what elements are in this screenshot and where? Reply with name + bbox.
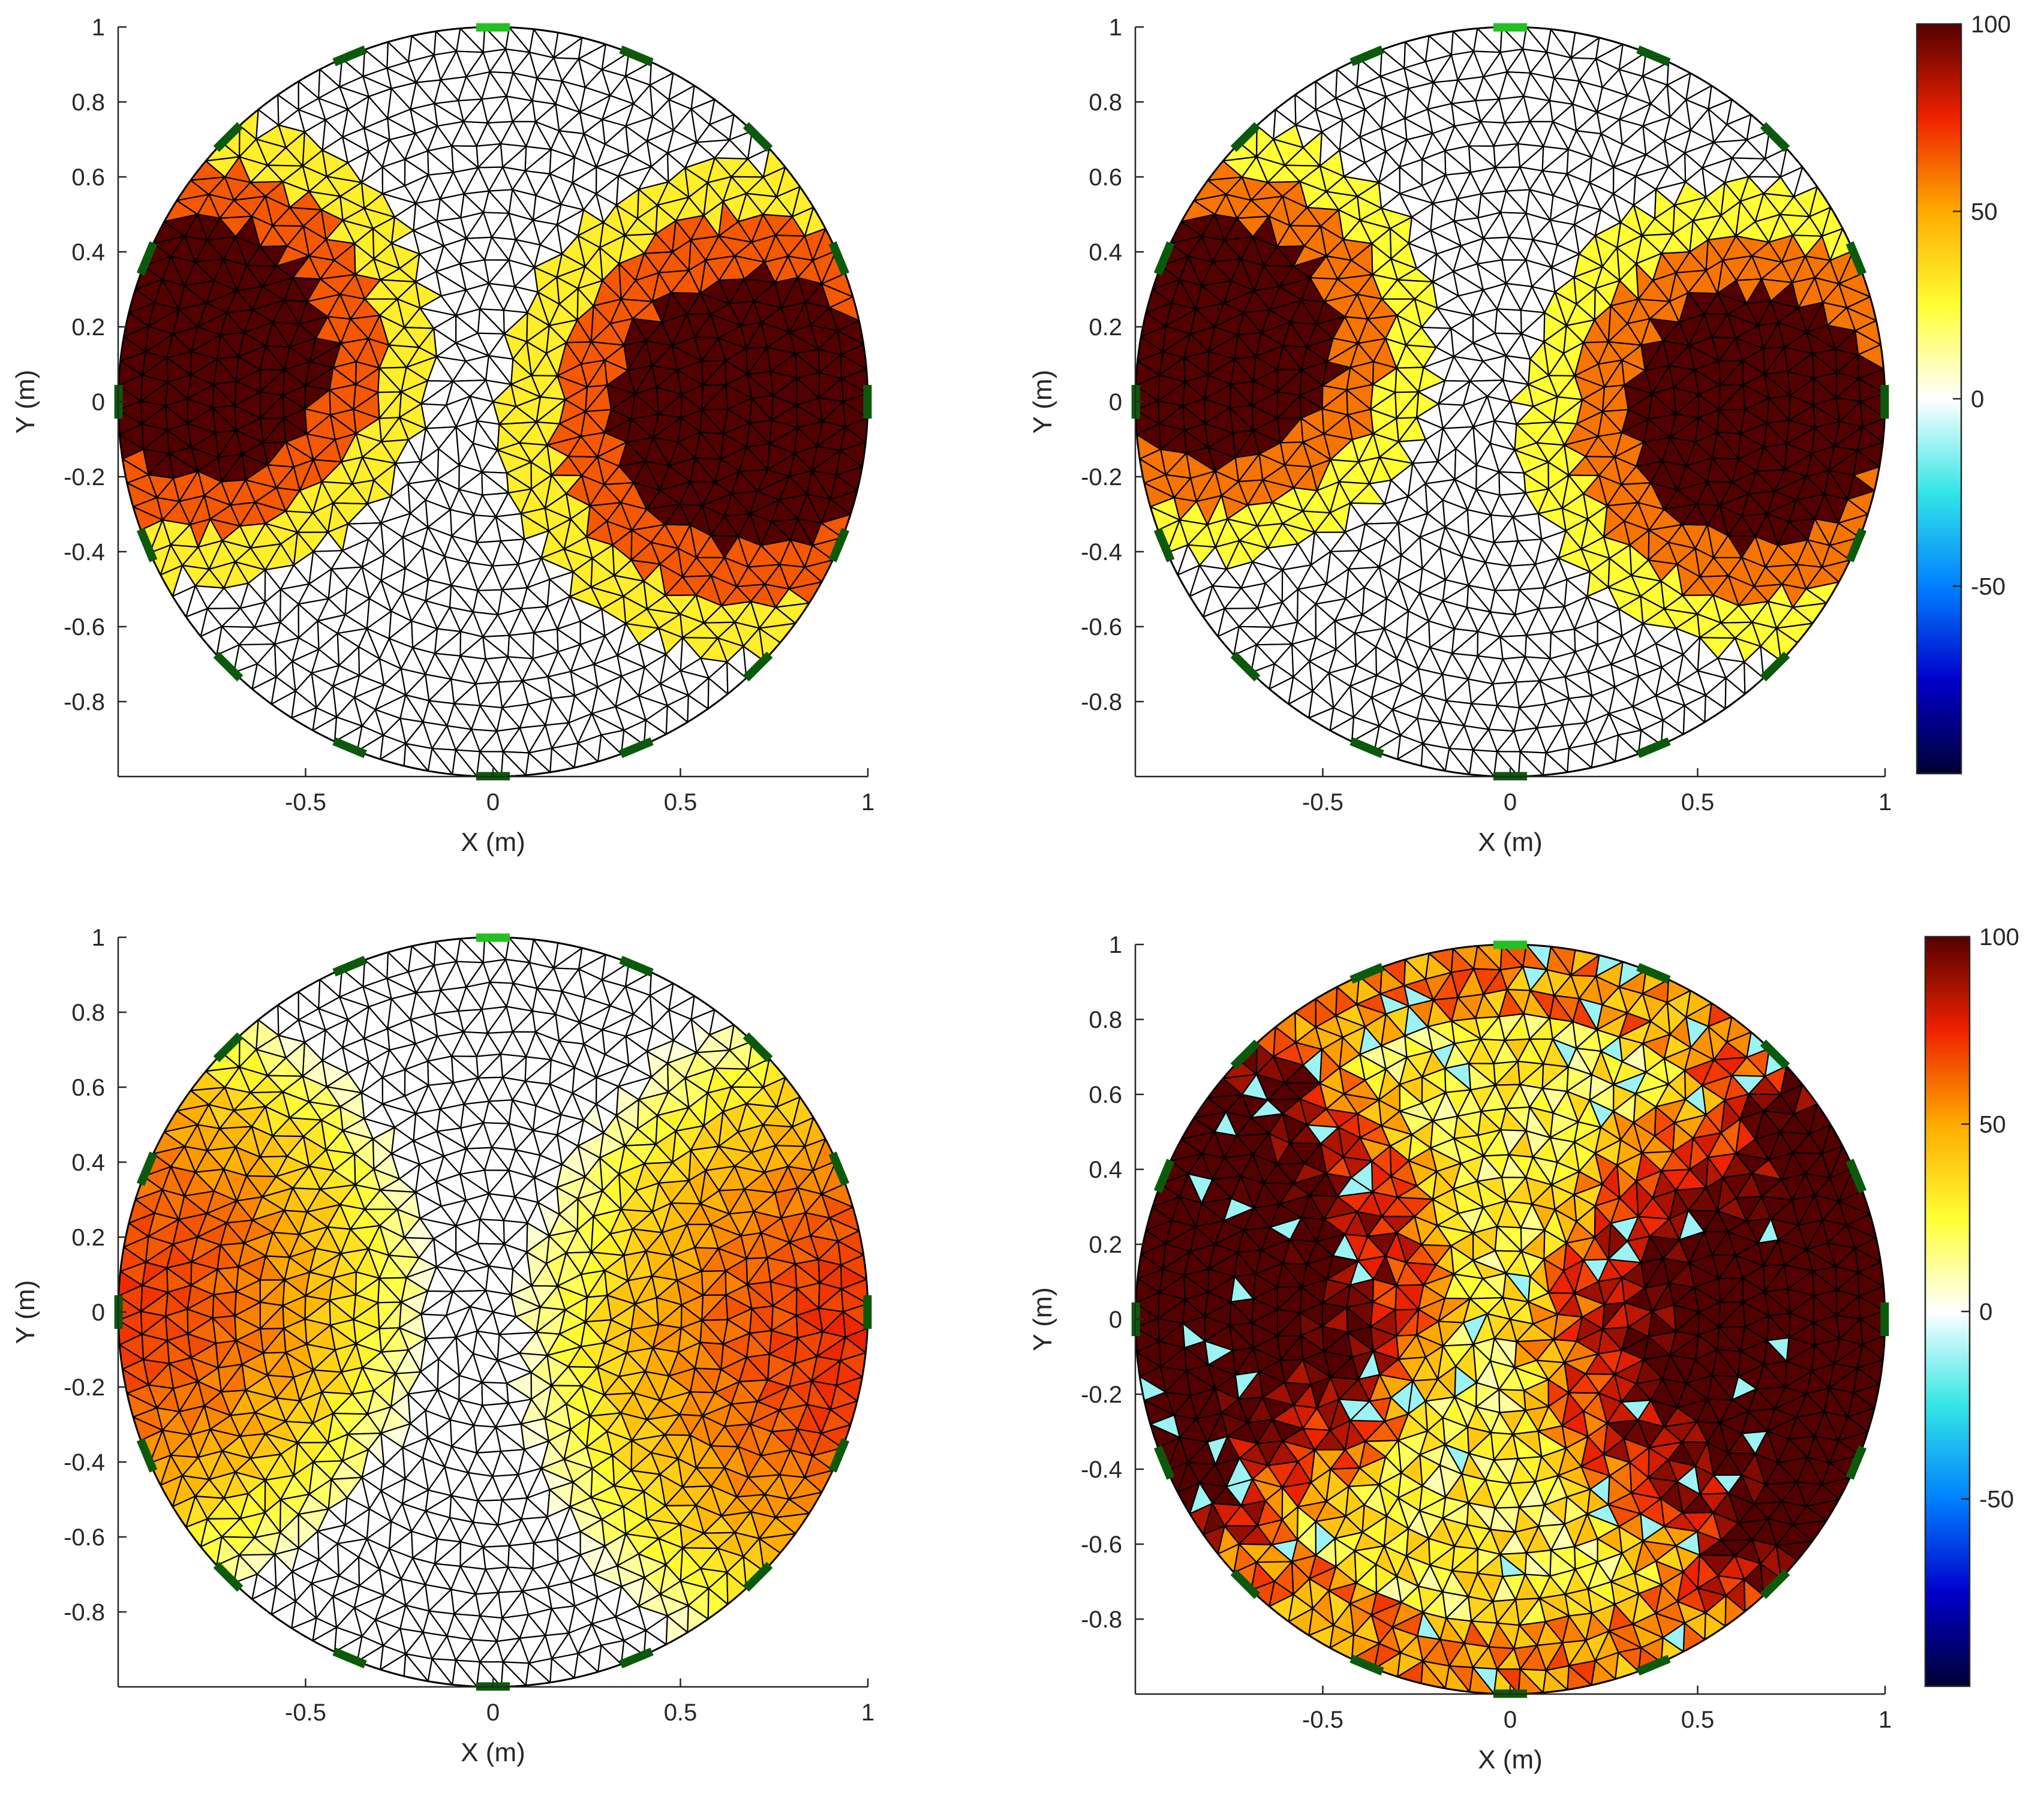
x-tick-label: -0.5 — [1302, 789, 1343, 816]
y-tick-label: -0.6 — [64, 1524, 105, 1551]
y-tick-label: 0.8 — [71, 89, 105, 116]
y-tick-label: 0 — [92, 1299, 105, 1326]
x-tick-label: 0 — [1504, 789, 1517, 816]
mesh-element — [510, 383, 542, 407]
y-tick-label: -0.2 — [64, 464, 105, 491]
y-tick-label: 0.6 — [71, 164, 105, 191]
y-tick-label: -0.4 — [1081, 539, 1122, 565]
mesh-element — [701, 384, 727, 411]
y-tick-label: 0 — [92, 389, 105, 416]
y-tick-label: -0.8 — [64, 689, 105, 715]
panel-bottom-right: -0.5 0 0.5 1-0.8-0.6-0.4-0.200.20.40.60.81X… — [1028, 924, 2019, 1774]
x-axis-label: X (m) — [461, 1738, 525, 1767]
mesh-element — [725, 384, 753, 410]
y-tick-label: 0.6 — [71, 1075, 105, 1101]
y-tick-label: 0.2 — [71, 314, 105, 341]
x-tick-label: 0 — [486, 1699, 500, 1726]
colorbar-tick-label: 100 — [1971, 11, 2011, 38]
y-tick-label: 0.4 — [1089, 239, 1122, 266]
y-tick-label: -0.4 — [64, 539, 105, 565]
y-tick-label: -0.2 — [1081, 464, 1122, 491]
x-tick-label: 1 — [861, 789, 874, 816]
y-tick-label: -0.8 — [64, 1599, 105, 1626]
x-tick-label: -0.5 — [285, 1699, 326, 1726]
x-tick-label: 0.5 — [664, 1699, 698, 1726]
mesh-element — [795, 377, 820, 406]
colorbar: 100 50 0 -50 — [1916, 11, 2011, 775]
panel-top-left: -0.5 0 0.5 1 -0.8 -0.6 -0.4 -0.2 0 0.2 0.4 0.6 0.8 1 X… — [11, 14, 874, 857]
y-tick-label: -0.8 — [1081, 689, 1122, 715]
mesh — [118, 26, 868, 777]
mesh-element — [584, 384, 608, 413]
colorbar-tick-label: -50 — [1971, 574, 2006, 600]
mesh-element — [606, 384, 636, 411]
colorbar-tick-label: 50 — [1971, 199, 1998, 225]
x-tick-label: 0 — [486, 789, 500, 816]
panel-bottom-left: -0.5 0 0.5 1 -0.8 -0.6 -0.4 -0.2 0 0.2 0.4 0.6 0.8 1 X… — [11, 925, 874, 1767]
y-tick-label: -0.2 — [64, 1374, 105, 1401]
y-tick-label: 0.4 — [71, 1150, 105, 1176]
x-axis-label: X (m) — [1478, 828, 1543, 857]
x-axis-label: X (m) — [461, 828, 525, 857]
y-axis-label: Y (m) — [11, 1280, 40, 1344]
y-tick-label: -0.6 — [64, 614, 105, 640]
mesh-element — [656, 386, 683, 415]
x-tick-label: 0.5 — [664, 789, 698, 816]
y-axis-label: Y (m) — [11, 370, 40, 434]
x-tick-label: 0.5 — [1681, 789, 1715, 816]
y-tick-label: 0.2 — [1089, 314, 1122, 341]
y-tick-label: -0.4 — [64, 1449, 105, 1476]
y-tick-label: 0.8 — [71, 1000, 105, 1026]
y-tick-label: 0.6 — [1089, 164, 1122, 191]
y-axis-label: Y (m) — [1028, 370, 1057, 434]
y-tick-label: 1 — [92, 925, 105, 951]
y-tick-label: 0.4 — [71, 239, 105, 266]
panel-top-right: -0.5 0 0.5 1 -0.8 -0.6 -0.4 -0.2 0 0.2 0.4 0.6 0.8 1 X… — [1028, 11, 2011, 857]
y-tick-label: 0.8 — [1089, 89, 1122, 116]
colorbar-tick-label: 0 — [1971, 386, 1984, 413]
y-tick-label: 0.2 — [71, 1225, 105, 1251]
mesh-element — [536, 396, 566, 423]
y-tick-label: 0 — [1109, 389, 1122, 416]
x-tick-label: -0.5 — [285, 789, 326, 816]
y-tick-label: -0.6 — [1081, 614, 1122, 640]
x-tick-label: 1 — [1878, 789, 1892, 816]
y-tick-label: 1 — [1109, 14, 1122, 41]
y-tick-label: 1 — [92, 14, 105, 41]
x-tick-label: 1 — [861, 1699, 874, 1726]
